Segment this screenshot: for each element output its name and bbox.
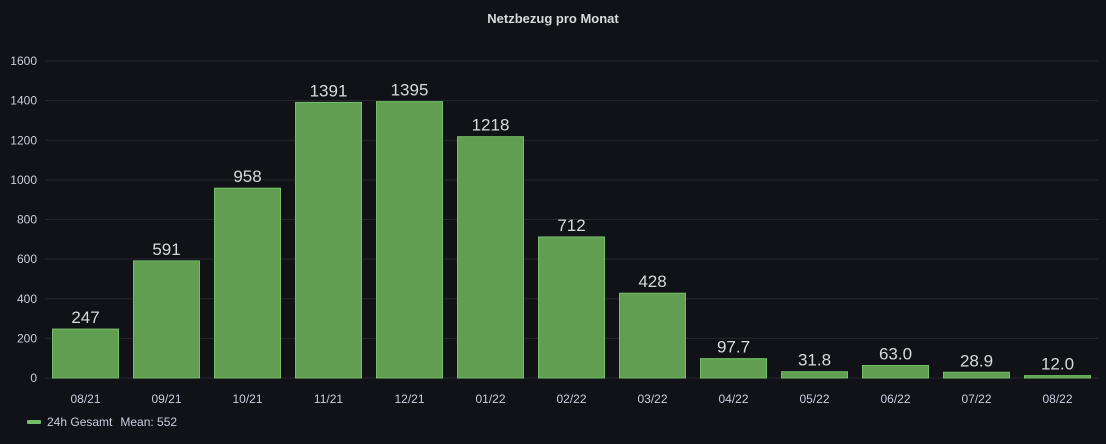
x-tick-label: 10/21 — [232, 392, 262, 406]
bar-value-label: 1391 — [310, 81, 348, 100]
bar-value-label: 28.9 — [960, 351, 993, 370]
x-tick-label: 05/22 — [799, 392, 829, 406]
y-tick-label: 1600 — [10, 54, 37, 68]
bar — [133, 260, 200, 379]
bar — [619, 292, 686, 379]
y-tick-label: 800 — [17, 213, 37, 227]
bar — [457, 136, 524, 379]
legend[interactable]: 24h Gesamt Mean: 552 — [27, 415, 177, 429]
bar — [538, 236, 605, 379]
x-tick-label: 02/22 — [556, 392, 586, 406]
bar — [700, 358, 767, 379]
bar — [862, 365, 929, 379]
chart-title: Netzbezug pro Monat — [487, 11, 619, 26]
bar-value-label: 712 — [557, 216, 585, 235]
bar-value-label: 1218 — [472, 116, 510, 135]
y-tick-label: 200 — [17, 331, 37, 345]
bar — [295, 101, 362, 379]
y-tick-label: 600 — [17, 252, 37, 266]
bar-value-label: 591 — [152, 240, 180, 259]
legend-mean: Mean: 552 — [120, 415, 178, 429]
bar — [376, 101, 443, 379]
bar-value-label: 247 — [71, 308, 99, 327]
bar — [214, 187, 281, 379]
y-tick-label: 1200 — [10, 133, 37, 147]
y-tick-label: 0 — [30, 371, 37, 385]
y-tick-label: 1000 — [10, 173, 37, 187]
bar — [781, 371, 848, 379]
x-tick-label: 04/22 — [718, 392, 748, 406]
bar-value-label: 428 — [638, 272, 666, 291]
x-tick-label: 07/22 — [961, 392, 991, 406]
bar-value-label: 31.8 — [798, 351, 831, 370]
x-tick-label: 06/22 — [880, 392, 910, 406]
bar-value-label: 1395 — [391, 81, 429, 100]
x-tick-label: 11/21 — [314, 392, 343, 406]
bar-value-label: 63.0 — [879, 345, 912, 364]
bar — [52, 328, 119, 379]
legend-series-name[interactable]: 24h Gesamt — [47, 415, 113, 429]
x-tick-label: 01/22 — [475, 392, 505, 406]
bar-value-label: 12.0 — [1041, 355, 1074, 374]
bar — [943, 371, 1010, 379]
bar — [1024, 375, 1091, 379]
y-tick-label: 400 — [17, 292, 37, 306]
x-tick-label: 08/21 — [70, 392, 100, 406]
x-tick-label: 08/22 — [1042, 392, 1072, 406]
x-tick-label: 12/21 — [394, 392, 424, 406]
x-tick-label: 03/22 — [637, 392, 667, 406]
x-tick-label: 09/21 — [151, 392, 181, 406]
y-tick-label: 1400 — [10, 94, 37, 108]
bar-value-label: 958 — [233, 167, 261, 186]
legend-swatch — [27, 420, 41, 424]
bar-value-label: 97.7 — [717, 338, 750, 357]
